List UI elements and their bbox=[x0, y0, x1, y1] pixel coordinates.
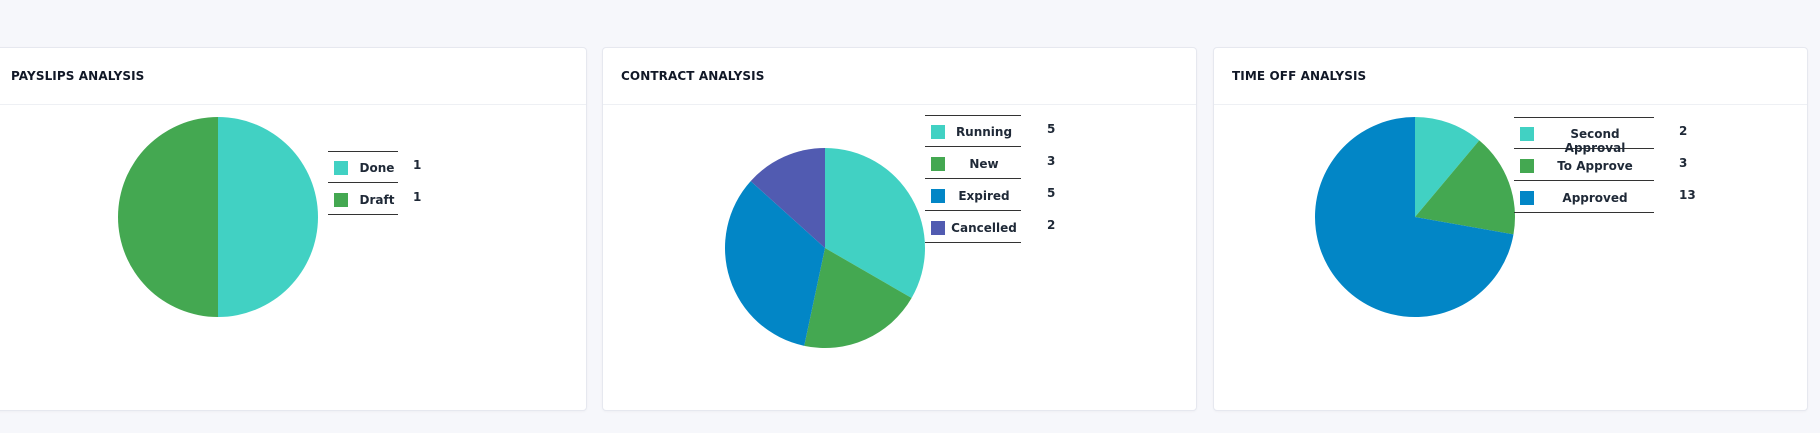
legend-swatch bbox=[931, 157, 945, 171]
legend-label: Second Approval bbox=[1564, 127, 1626, 155]
legend-swatch bbox=[334, 161, 348, 175]
legend-value: 5 bbox=[1047, 122, 1056, 136]
time-off-pie-chart bbox=[1315, 117, 1515, 317]
legend-item-frame bbox=[1514, 181, 1654, 213]
legend-label: Draft bbox=[359, 193, 395, 207]
legend-swatch bbox=[1520, 159, 1534, 173]
pie-slice-draft[interactable] bbox=[118, 117, 218, 317]
pie-slice-done[interactable] bbox=[218, 117, 318, 317]
legend-swatch bbox=[931, 125, 945, 139]
legend-swatch bbox=[1520, 127, 1534, 141]
legend-value: 5 bbox=[1047, 186, 1056, 200]
legend-value: 13 bbox=[1679, 188, 1696, 202]
legend-item-frame bbox=[328, 151, 398, 183]
legend-label: To Approve bbox=[1557, 159, 1633, 173]
legend-item-frame bbox=[1514, 117, 1654, 149]
contract-pie-chart bbox=[725, 148, 925, 348]
legend-value: 2 bbox=[1047, 218, 1056, 232]
legend-label: Expired bbox=[958, 189, 1010, 203]
pie-slice-to-approve[interactable] bbox=[1415, 140, 1515, 235]
legend-swatch bbox=[1520, 191, 1534, 205]
payslips-pie-chart bbox=[118, 117, 318, 317]
chart-area: Second Approval 2 To Approve 3 Approved 13 bbox=[1214, 105, 1807, 410]
payslips-analysis-card: PAYSLIPS ANALYSIS Done 1 Draft 1 bbox=[0, 47, 587, 411]
legend-label: Done bbox=[359, 161, 395, 175]
legend-item-frame bbox=[925, 147, 1021, 179]
card-title: CONTRACT ANALYSIS bbox=[603, 48, 1196, 105]
card-title-text: TIME OFF ANALYSIS bbox=[1232, 69, 1367, 83]
legend-value: 3 bbox=[1047, 154, 1056, 168]
legend-value: 2 bbox=[1679, 124, 1688, 138]
pie-slice-cancelled[interactable] bbox=[750, 148, 825, 248]
card-title: PAYSLIPS ANALYSIS bbox=[0, 48, 586, 105]
pie-slice-running[interactable] bbox=[825, 148, 925, 298]
card-title: TIME OFF ANALYSIS bbox=[1214, 48, 1807, 105]
legend-swatch bbox=[931, 221, 945, 235]
legend-label: New bbox=[969, 157, 999, 171]
time-off-analysis-card: TIME OFF ANALYSIS Second Approval 2 To App… bbox=[1213, 47, 1808, 411]
legend-item-frame bbox=[925, 115, 1021, 147]
legend-value: 1 bbox=[413, 190, 422, 204]
legend-swatch bbox=[931, 189, 945, 203]
chart-area: Running 5 New 3 Expired 5 Cancelled 2 bbox=[603, 105, 1196, 410]
chart-area: Done 1 Draft 1 bbox=[0, 105, 586, 410]
legend-value: 3 bbox=[1679, 156, 1688, 170]
card-title-text: CONTRACT ANALYSIS bbox=[621, 69, 765, 83]
legend-label: Cancelled bbox=[951, 221, 1017, 235]
contract-analysis-card: CONTRACT ANALYSIS Running 5 New 3 Expired 5 Ca… bbox=[602, 47, 1197, 411]
legend-item-frame bbox=[925, 211, 1021, 243]
pie-slice-second-approval[interactable] bbox=[1415, 117, 1480, 217]
legend-item-frame bbox=[925, 179, 1021, 211]
legend-value: 1 bbox=[413, 158, 422, 172]
legend-label: Running bbox=[955, 125, 1013, 139]
pie-slice-approved[interactable] bbox=[1315, 117, 1514, 317]
legend-item-frame bbox=[1514, 149, 1654, 181]
pie-slice-expired[interactable] bbox=[725, 181, 825, 346]
legend-swatch bbox=[334, 193, 348, 207]
pie-slice-new[interactable] bbox=[804, 248, 912, 348]
legend-label: Approved bbox=[1562, 191, 1628, 205]
card-title-text: PAYSLIPS ANALYSIS bbox=[11, 69, 145, 83]
legend-item-frame bbox=[328, 183, 398, 215]
